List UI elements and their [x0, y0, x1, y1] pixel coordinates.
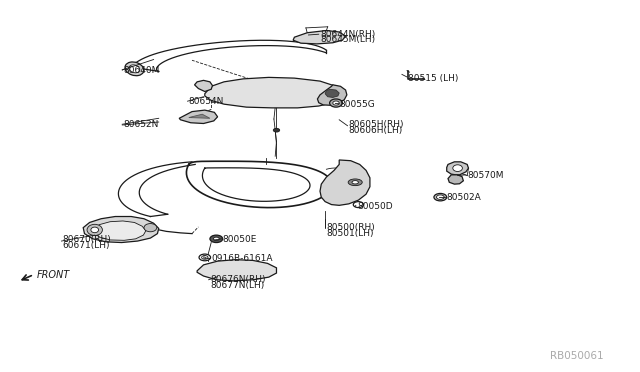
Ellipse shape	[273, 128, 280, 132]
Ellipse shape	[333, 101, 339, 105]
Text: 60671(LH): 60671(LH)	[63, 241, 110, 250]
Text: 80501(LH): 80501(LH)	[326, 229, 374, 238]
Text: 80606H(LH): 80606H(LH)	[349, 126, 403, 135]
Ellipse shape	[91, 227, 99, 233]
Text: 80677N(LH): 80677N(LH)	[210, 281, 264, 290]
Polygon shape	[293, 31, 346, 44]
Ellipse shape	[210, 235, 223, 243]
Text: 80652N: 80652N	[124, 121, 159, 129]
Text: 80570M: 80570M	[467, 171, 504, 180]
Text: 80645M(LH): 80645M(LH)	[320, 35, 375, 44]
Text: 80654N: 80654N	[189, 97, 224, 106]
Polygon shape	[325, 89, 339, 97]
Polygon shape	[205, 77, 342, 108]
Ellipse shape	[144, 224, 157, 232]
Polygon shape	[94, 221, 146, 240]
Text: RB050061: RB050061	[550, 352, 604, 361]
Ellipse shape	[436, 195, 444, 199]
Polygon shape	[189, 114, 210, 118]
Ellipse shape	[129, 65, 140, 73]
Ellipse shape	[353, 202, 364, 208]
Text: 80644N(RH): 80644N(RH)	[320, 30, 375, 39]
Polygon shape	[179, 110, 218, 124]
Ellipse shape	[330, 99, 342, 107]
Text: 0916B-6161A: 0916B-6161A	[211, 254, 273, 263]
Polygon shape	[447, 162, 468, 175]
Polygon shape	[448, 175, 463, 184]
Text: S: S	[202, 255, 206, 260]
Ellipse shape	[199, 254, 211, 261]
Polygon shape	[317, 85, 347, 105]
Ellipse shape	[125, 62, 144, 76]
Ellipse shape	[434, 193, 447, 201]
Ellipse shape	[87, 224, 102, 235]
Ellipse shape	[352, 180, 358, 184]
Ellipse shape	[214, 237, 219, 241]
Text: 80500(RH): 80500(RH)	[326, 223, 375, 232]
Text: 80502A: 80502A	[447, 193, 481, 202]
Text: 80050D: 80050D	[357, 202, 393, 211]
Polygon shape	[83, 217, 159, 243]
Text: 80640M: 80640M	[124, 66, 160, 75]
Text: FRONT: FRONT	[37, 270, 70, 280]
Text: 80050E: 80050E	[223, 235, 257, 244]
Text: 80605H(RH): 80605H(RH)	[349, 121, 404, 129]
Ellipse shape	[453, 165, 463, 171]
Text: 80055G: 80055G	[339, 100, 375, 109]
Polygon shape	[195, 80, 212, 92]
Polygon shape	[197, 260, 276, 281]
Text: 80670(RH): 80670(RH)	[63, 235, 111, 244]
Text: 80515 (LH): 80515 (LH)	[408, 74, 459, 83]
Ellipse shape	[348, 179, 362, 186]
Polygon shape	[320, 160, 370, 205]
Text: 80676N(RH): 80676N(RH)	[210, 275, 266, 284]
